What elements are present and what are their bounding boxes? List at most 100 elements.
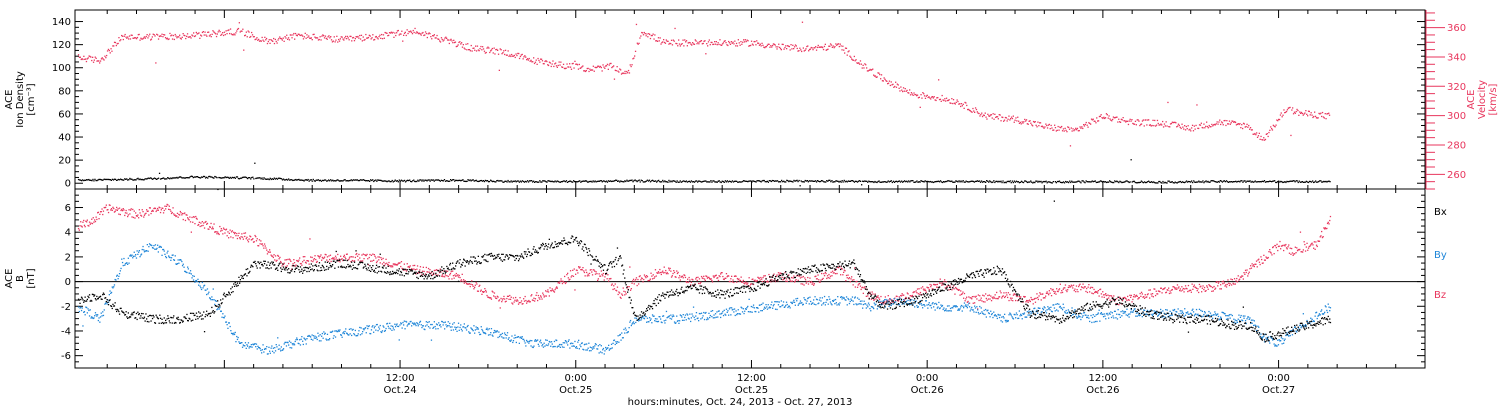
velocity-point: [967, 108, 970, 111]
bz-point: [806, 280, 808, 283]
by-point: [102, 311, 104, 313]
bz-point: [928, 288, 930, 291]
velocity-point: [1206, 125, 1209, 128]
bz-point: [1284, 245, 1286, 247]
density-point: [1275, 181, 1277, 184]
velocity-point: [941, 94, 943, 97]
bz-point: [1037, 298, 1039, 301]
velocity-point: [1316, 117, 1318, 119]
bz-point: [552, 289, 554, 291]
velocity-point: [272, 40, 274, 42]
bz-point: [541, 298, 543, 300]
bz-point: [250, 239, 252, 241]
bz-point: [811, 283, 813, 285]
density-point: [776, 180, 779, 182]
density-point: [944, 181, 946, 183]
density-point: [1268, 180, 1271, 182]
by-point: [216, 309, 218, 311]
velocity-point: [1087, 126, 1089, 128]
density-point: [392, 181, 394, 183]
velocity-point: [722, 42, 725, 44]
velocity-point: [202, 31, 204, 33]
bz-point: [1286, 248, 1288, 250]
bz-point: [245, 238, 247, 240]
bz-point: [1298, 249, 1300, 251]
bz-point: [1220, 288, 1222, 290]
bz-point: [557, 282, 559, 284]
velocity-point: [1114, 117, 1116, 119]
bz-point: [1159, 291, 1161, 293]
by-point: [117, 278, 119, 280]
density-point: [77, 178, 80, 181]
velocity-point: [685, 40, 688, 42]
bz-point: [1177, 287, 1179, 289]
bz-point: [663, 266, 665, 268]
velocity-point: [121, 34, 123, 37]
density-point: [443, 179, 446, 181]
density-point: [1077, 180, 1079, 182]
bz-point: [94, 220, 97, 223]
velocity-point: [768, 43, 770, 45]
density-point: [265, 178, 267, 180]
density-point: [891, 181, 893, 184]
density-point: [687, 180, 690, 183]
bz-point: [1055, 293, 1057, 295]
velocity-point: [928, 96, 930, 98]
density-point: [1016, 181, 1019, 183]
density-point: [415, 180, 417, 183]
velocity-point: [359, 34, 361, 37]
bz-point: [381, 263, 384, 265]
velocity-point: [886, 80, 888, 82]
bz-point: [362, 253, 364, 255]
density-point: [153, 177, 156, 179]
velocity-point: [1194, 128, 1196, 130]
bz-point: [189, 216, 191, 218]
bz-point: [1090, 286, 1092, 288]
bz-point: [807, 283, 810, 285]
density-point: [474, 180, 476, 182]
density-point: [796, 179, 798, 181]
bz-point: [1083, 286, 1086, 288]
bz-point: [164, 205, 166, 207]
density-point: [1070, 181, 1072, 184]
bz-point: [1294, 253, 1296, 255]
density-point: [907, 181, 909, 183]
density-point: [1108, 181, 1110, 183]
velocity-point: [164, 34, 166, 36]
velocity-point: [866, 67, 868, 69]
density-point: [744, 180, 746, 182]
density-point: [482, 180, 485, 182]
bz-point: [1233, 283, 1235, 285]
bz-point: [682, 277, 684, 279]
bz-point: [1121, 300, 1124, 302]
by-point: [325, 338, 327, 340]
velocity-point: [990, 114, 992, 116]
bz-point: [159, 211, 162, 214]
bz-point: [1004, 295, 1007, 298]
density-point: [581, 180, 583, 183]
density-point: [452, 179, 454, 181]
density-point: [253, 178, 255, 180]
velocity-point: [1053, 129, 1055, 131]
velocity-tick-label: 320: [1447, 82, 1466, 93]
density-point: [1050, 182, 1052, 184]
bz-point: [618, 291, 620, 293]
bz-point: [1086, 291, 1089, 294]
bz-point: [547, 289, 549, 291]
bz-point: [211, 226, 214, 228]
velocity-point: [897, 84, 899, 86]
bz-point: [1178, 286, 1180, 288]
velocity-point: [293, 32, 295, 35]
bz-point: [363, 258, 365, 260]
density-point: [726, 180, 728, 182]
density-point: [1161, 182, 1163, 184]
velocity-point: [182, 33, 184, 35]
density-point: [783, 180, 785, 182]
velocity-point: [381, 38, 384, 40]
bz-point: [713, 276, 715, 279]
velocity-point: [795, 45, 797, 47]
density-point: [297, 179, 299, 181]
density-point: [475, 179, 477, 181]
bz-point: [1321, 230, 1323, 233]
bz-point: [813, 284, 815, 286]
